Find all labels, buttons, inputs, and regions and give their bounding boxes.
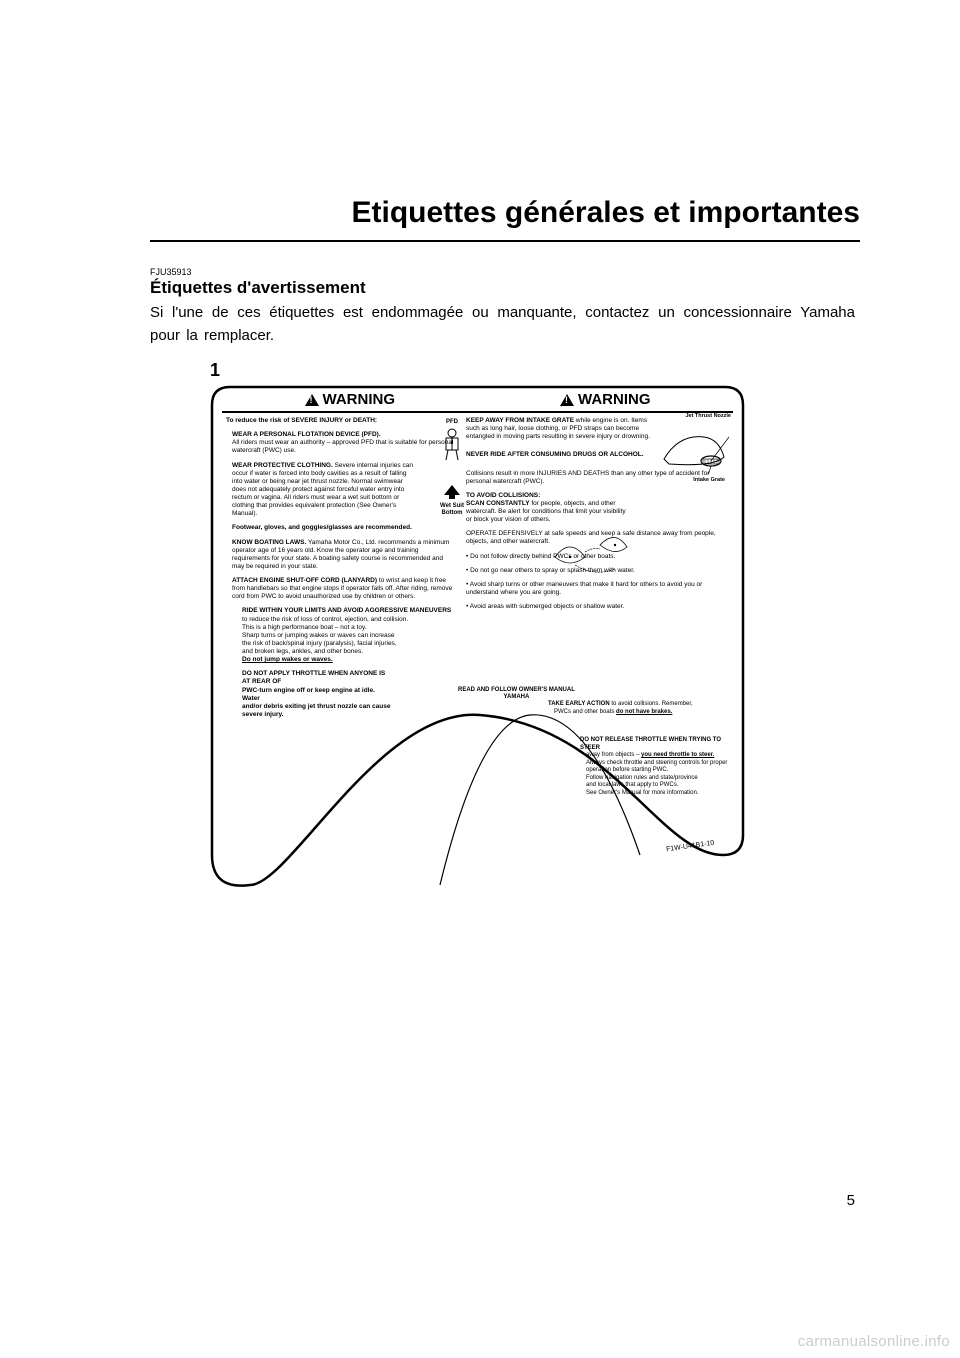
para: ATTACH ENGINE SHUT-OFF CORD (LANYARD) to… xyxy=(226,577,456,601)
para: • Do not go near others to spray or spla… xyxy=(466,567,733,575)
warning-header-right: WARNING xyxy=(560,391,651,408)
warning-header-row: WARNING WARNING xyxy=(222,391,733,408)
para: • Do not follow directly behind PWCs or … xyxy=(466,553,733,561)
para: • Avoid sharp turns or other maneuvers t… xyxy=(466,581,733,597)
para: DO NOT APPLY THROTTLE WHEN ANYONE IS AT … xyxy=(226,670,391,719)
warning-label: WARNING WARNING PFD Wet Suit Bo xyxy=(210,385,745,915)
para: WEAR PROTECTIVE CLOTHING. Severe interna… xyxy=(226,462,456,519)
warning-header-left: WARNING xyxy=(305,391,396,408)
title-rule xyxy=(150,240,860,242)
left-column: To reduce the risk of SEVERE INJURY or D… xyxy=(226,417,456,915)
para: WEAR A PERSONAL FLOTATION DEVICE (PFD). … xyxy=(226,431,456,455)
section-code: FJU35913 xyxy=(150,267,192,277)
warning-text: WARNING xyxy=(578,391,651,408)
manual-page: Etiquettes générales et importantes FJU3… xyxy=(0,0,960,1358)
label-columns: To reduce the risk of SEVERE INJURY or D… xyxy=(226,417,733,915)
para: Footwear, gloves, and goggles/glasses ar… xyxy=(226,524,456,532)
warning-triangle-icon xyxy=(305,394,319,406)
warning-triangle-icon xyxy=(560,394,574,406)
page-number: 5 xyxy=(847,1192,855,1209)
para: • Avoid areas with submerged objects or … xyxy=(466,603,733,611)
para: To reduce the risk of SEVERE INJURY or D… xyxy=(226,417,456,425)
body-paragraph: Si l'une de ces étiquettes est endommagé… xyxy=(150,302,855,347)
warning-text: WARNING xyxy=(323,391,396,408)
para: OPERATE DEFENSIVELY at safe speeds and k… xyxy=(466,530,733,546)
para: KEEP AWAY FROM INTAKE GRATE while engine… xyxy=(466,417,733,441)
warning-header-rule xyxy=(222,411,733,413)
para: RIDE WITHIN YOUR LIMITS AND AVOID AGGRES… xyxy=(226,607,456,664)
section-heading: Étiquettes d'avertissement xyxy=(150,278,366,298)
figure-index: 1 xyxy=(210,360,220,381)
para: TO AVOID COLLISIONS: SCAN CONSTANTLY for… xyxy=(466,492,733,525)
para: Collisions result in more INJURIES AND D… xyxy=(466,470,733,486)
para: KNOW BOATING LAWS. Yamaha Motor Co., Ltd… xyxy=(226,539,456,572)
page-title: Etiquettes générales et importantes xyxy=(352,196,860,230)
para: NEVER RIDE AFTER CONSUMING DRUGS OR ALCO… xyxy=(466,451,733,459)
watermark: carmanualsonline.info xyxy=(798,1333,950,1350)
right-column: KEEP AWAY FROM INTAKE GRATE while engine… xyxy=(466,417,733,915)
